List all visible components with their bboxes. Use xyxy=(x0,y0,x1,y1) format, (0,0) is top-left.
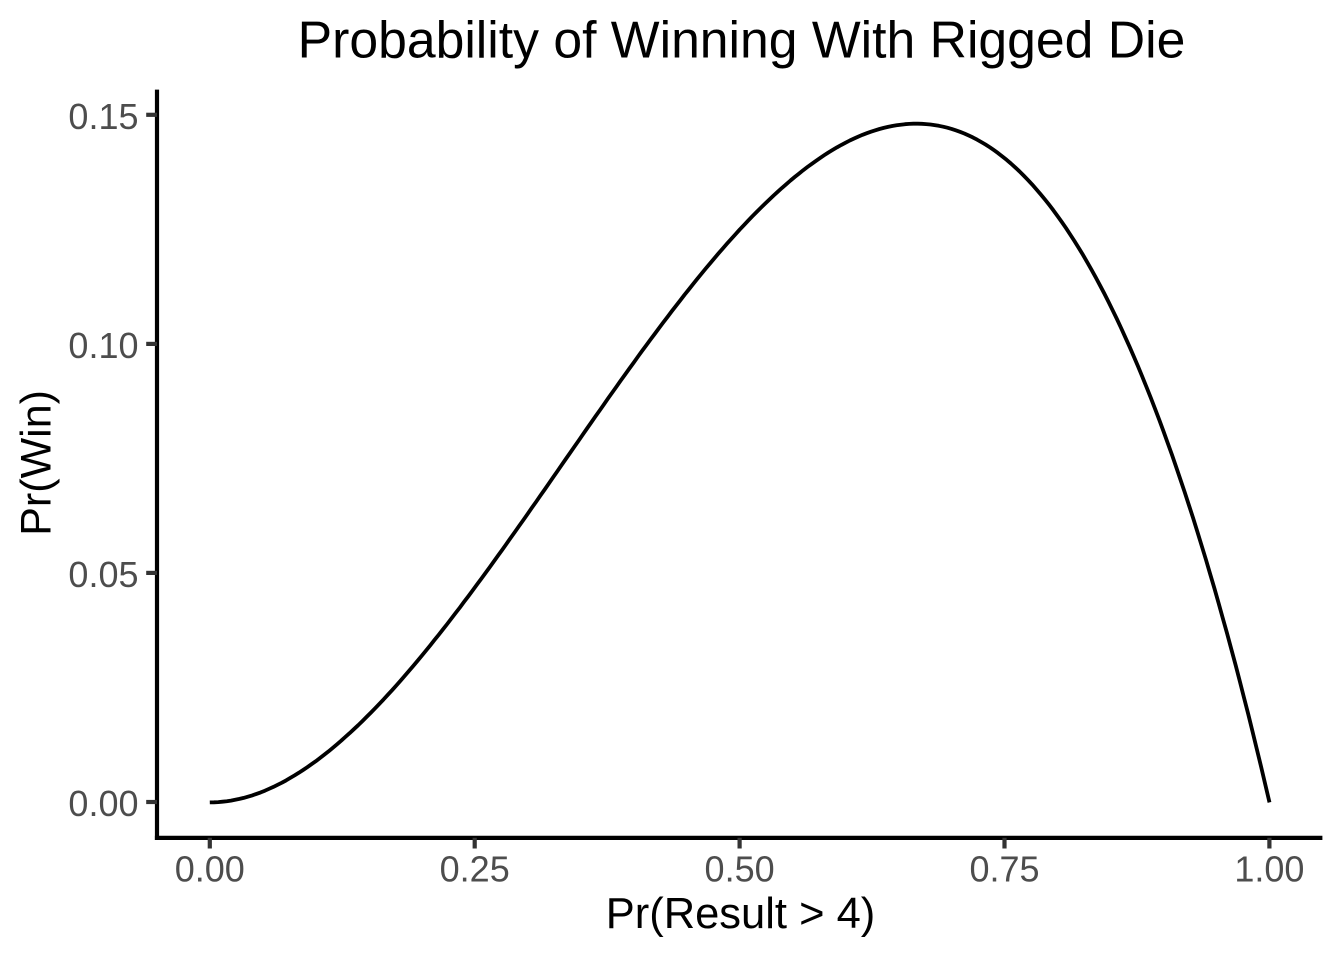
svg-text:0.25: 0.25 xyxy=(440,849,510,890)
svg-text:0.75: 0.75 xyxy=(969,849,1039,890)
svg-text:0.05: 0.05 xyxy=(68,554,138,595)
svg-text:0.00: 0.00 xyxy=(68,783,138,824)
svg-text:1.00: 1.00 xyxy=(1234,849,1304,890)
svg-text:Probability of Winning With Ri: Probability of Winning With Rigged Die xyxy=(298,11,1186,69)
svg-text:0.00: 0.00 xyxy=(175,849,245,890)
svg-text:Pr(Result > 4): Pr(Result > 4) xyxy=(606,890,876,938)
svg-text:0.15: 0.15 xyxy=(68,96,138,137)
svg-text:0.50: 0.50 xyxy=(705,849,775,890)
svg-text:0.10: 0.10 xyxy=(68,325,138,366)
svg-text:Pr(Win): Pr(Win) xyxy=(13,390,61,536)
